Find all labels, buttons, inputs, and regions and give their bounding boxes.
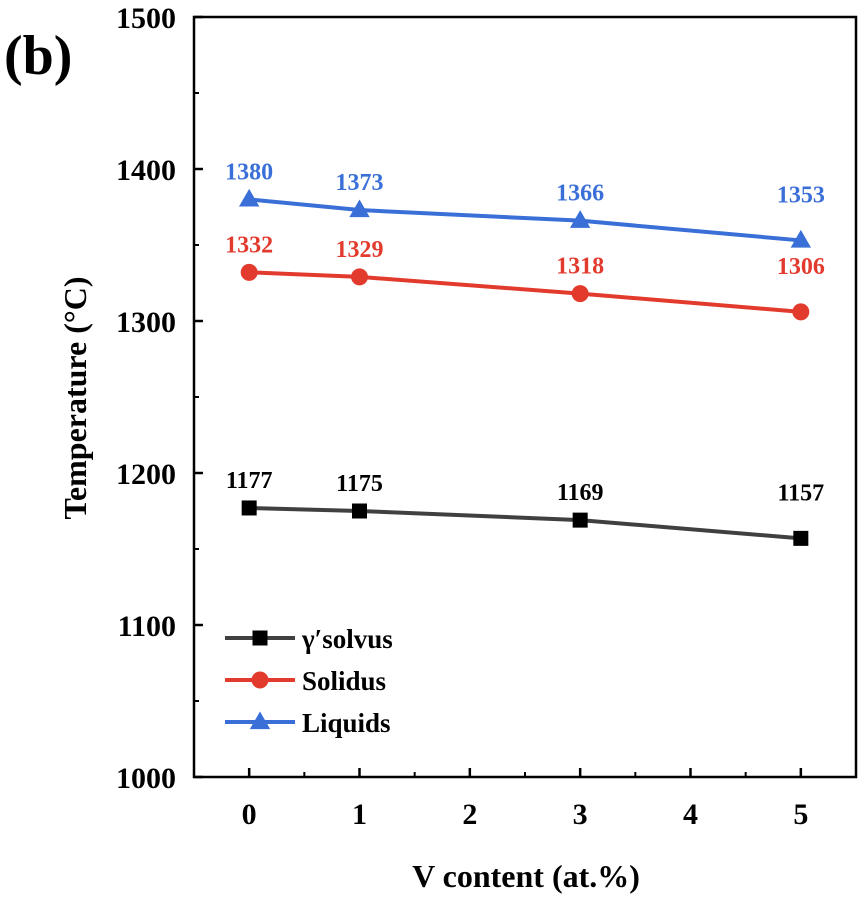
data-label-gamma_solvus: 1175 xyxy=(336,471,383,497)
data-point-triangle xyxy=(790,229,812,248)
y-tick-label: 1500 xyxy=(116,2,176,35)
series-line-liquids xyxy=(248,197,802,243)
data-point-square xyxy=(572,512,588,528)
data-point-triangle xyxy=(238,188,260,207)
data-label-liquids: 1373 xyxy=(336,170,384,196)
series-line-gamma_solvus xyxy=(249,505,801,541)
y-tick-label: 1100 xyxy=(118,610,176,643)
data-label-gamma_solvus: 1157 xyxy=(777,480,824,506)
data-point-square xyxy=(352,503,367,519)
data-label-liquids: 1353 xyxy=(777,182,825,208)
legend-label: γ′solvus xyxy=(301,624,393,654)
x-axis: 0 1 2 3 4 5 xyxy=(242,768,808,831)
series-liquids: 1380 1373 1366 1353 xyxy=(225,159,825,248)
data-label-solidus: 1318 xyxy=(556,254,604,280)
series-solidus: 1332 1329 1318 1306 xyxy=(225,232,825,321)
series-line-solidus xyxy=(249,270,801,314)
legend-item-solidus: Solidus xyxy=(225,666,386,696)
data-label-liquids: 1366 xyxy=(556,181,604,207)
legend-label: Solidus xyxy=(302,666,386,696)
x-tick-label: 0 xyxy=(242,798,257,831)
data-label-liquids: 1380 xyxy=(225,159,273,185)
data-point-circle xyxy=(251,671,269,689)
data-label-gamma_solvus: 1177 xyxy=(226,468,273,494)
data-label-gamma_solvus: 1169 xyxy=(557,480,604,506)
data-label-solidus: 1306 xyxy=(777,254,825,280)
data-label-solidus: 1329 xyxy=(336,237,384,263)
legend-label: Liquids xyxy=(302,708,391,738)
plot-frame xyxy=(192,15,858,779)
data-point-triangle xyxy=(349,199,370,218)
data-point-circle xyxy=(351,268,368,286)
panel-label: (b) xyxy=(4,25,72,87)
data-point-triangle xyxy=(569,210,591,228)
x-tick-label: 2 xyxy=(462,798,477,831)
y-tick-label: 1000 xyxy=(116,762,176,795)
x-tick-label: 1 xyxy=(352,798,367,831)
x-tick-label: 4 xyxy=(683,798,698,831)
data-point-circle xyxy=(571,285,589,303)
data-point-circle xyxy=(792,303,810,321)
data-point-circle xyxy=(240,263,258,281)
legend-item-liquids: Liquids xyxy=(225,708,391,738)
x-tick-label: 3 xyxy=(573,798,588,831)
legend-item-gamma_solvus: γ′solvus xyxy=(225,624,393,654)
x-axis-label: V content (at.%) xyxy=(412,858,640,894)
data-point-square xyxy=(252,630,268,646)
legend: γ′solvus Solidus Liquids xyxy=(225,624,393,738)
y-tick-label: 1400 xyxy=(116,154,176,187)
data-point-triangle xyxy=(249,711,271,730)
series-gamma_solvus: 1177 1175 1169 1157 xyxy=(226,468,824,546)
x-tick-label: 5 xyxy=(793,798,808,831)
y-axis-label: Temperature (°C) xyxy=(57,277,93,520)
data-point-square xyxy=(793,530,809,546)
y-tick-label: 1300 xyxy=(116,306,176,339)
series-layer: 1177 1175 1169 1157 1332 1329 1318 1306 1380 1373… xyxy=(225,159,825,546)
y-tick-label: 1200 xyxy=(116,458,176,491)
y-axis: 1000 1100 1200 1300 1400 1500 xyxy=(116,2,203,795)
data-label-solidus: 1332 xyxy=(225,232,273,258)
data-point-square xyxy=(241,500,257,516)
